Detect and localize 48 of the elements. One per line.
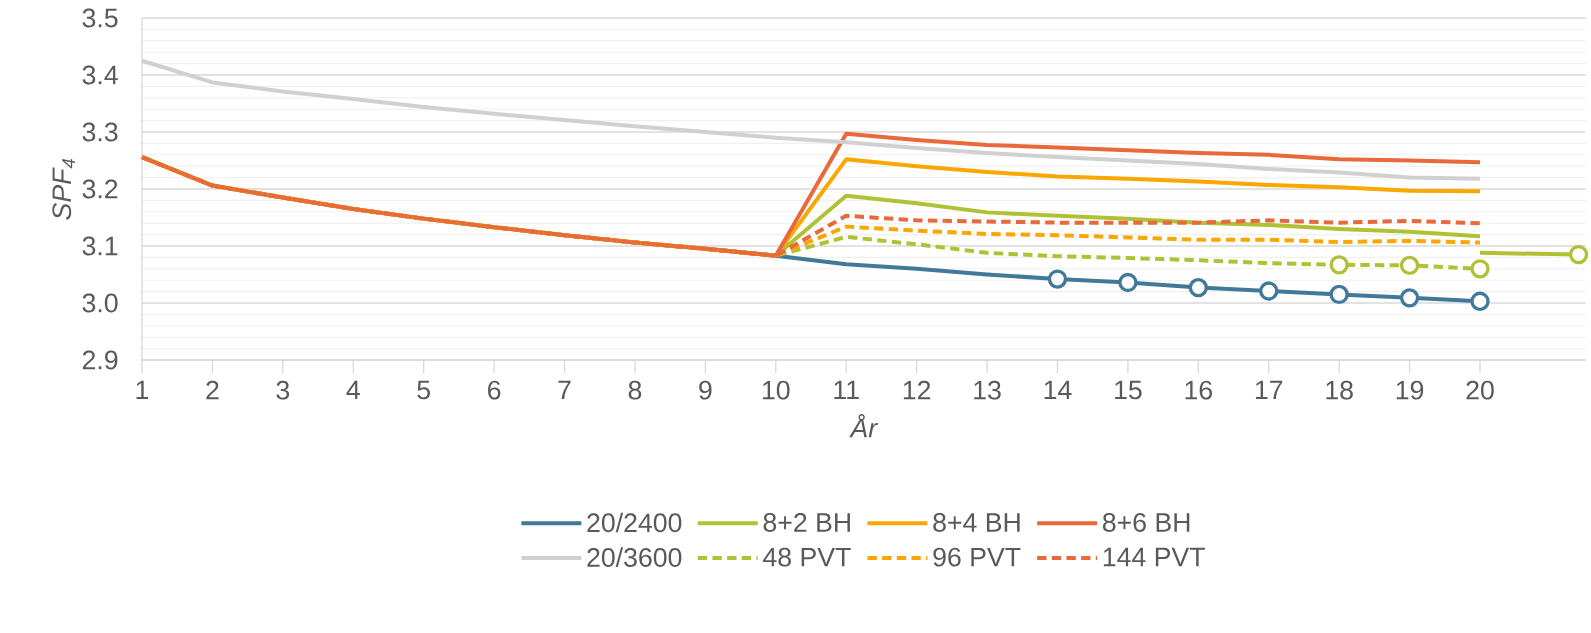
x-tick-label: 1: [136, 380, 149, 400]
x-tick-label: 16: [1185, 380, 1212, 400]
x-tick-label: 15: [1115, 380, 1142, 400]
y-tick-label: 3.3: [82, 122, 118, 142]
legend-label: 48 PVT: [763, 547, 851, 567]
x-tick-label: 10: [762, 380, 790, 400]
point: [1470, 259, 1490, 279]
legend-label: 8+2 BH: [763, 513, 850, 532]
x-tick-label: 19: [1396, 380, 1424, 400]
x-tick-label: 13: [974, 380, 1001, 400]
legend-label: 96 PVT: [933, 547, 1021, 567]
x-tick-label: 4: [346, 380, 360, 400]
legend-label: 8+6 BH: [1102, 513, 1190, 532]
x-tick-label: 8: [628, 380, 642, 400]
y-tick-label: 3.4: [82, 65, 118, 85]
x-tick-label: 5: [417, 380, 430, 400]
x-tick-label: 14: [1044, 380, 1072, 400]
point: [1118, 272, 1138, 293]
x-tick-label: 11: [834, 380, 859, 400]
point: [1329, 255, 1349, 275]
x-tick-label: 2: [206, 380, 219, 400]
legend-label: 20/3600: [587, 547, 682, 567]
point: [1568, 244, 1589, 265]
point: [1399, 255, 1420, 276]
point: [1259, 281, 1279, 301]
y-tick-label: 3.2: [82, 179, 118, 199]
point: [1329, 284, 1349, 305]
point: [1470, 291, 1490, 311]
point: [1047, 269, 1068, 289]
x-tick-label: 7: [558, 380, 571, 400]
y-tick-label: 3.1: [82, 236, 118, 256]
legend-label: 144 PVT: [1103, 547, 1205, 567]
x-axis-title: År: [849, 414, 879, 438]
y-tick-label: 3.0: [82, 293, 118, 313]
point: [1399, 288, 1420, 308]
y-tick-label: 2.9: [82, 350, 118, 370]
x-tick-label: 12: [903, 380, 931, 400]
x-tick-label: 6: [488, 380, 501, 400]
y-tick-label: 3.5: [82, 8, 118, 28]
y-axis-title: SPF$_{4}$: [52, 158, 76, 220]
point: [1188, 277, 1208, 298]
x-tick-label: 17: [1255, 380, 1283, 400]
x-tick-label: 18: [1326, 380, 1353, 400]
x-tick-label: 9: [699, 380, 712, 400]
x-tick-label: 20: [1466, 380, 1494, 400]
legend-label: 20/2400: [587, 512, 682, 533]
x-tick-label: 3: [276, 380, 290, 400]
legend-label: 8+4 BH: [933, 513, 1020, 532]
